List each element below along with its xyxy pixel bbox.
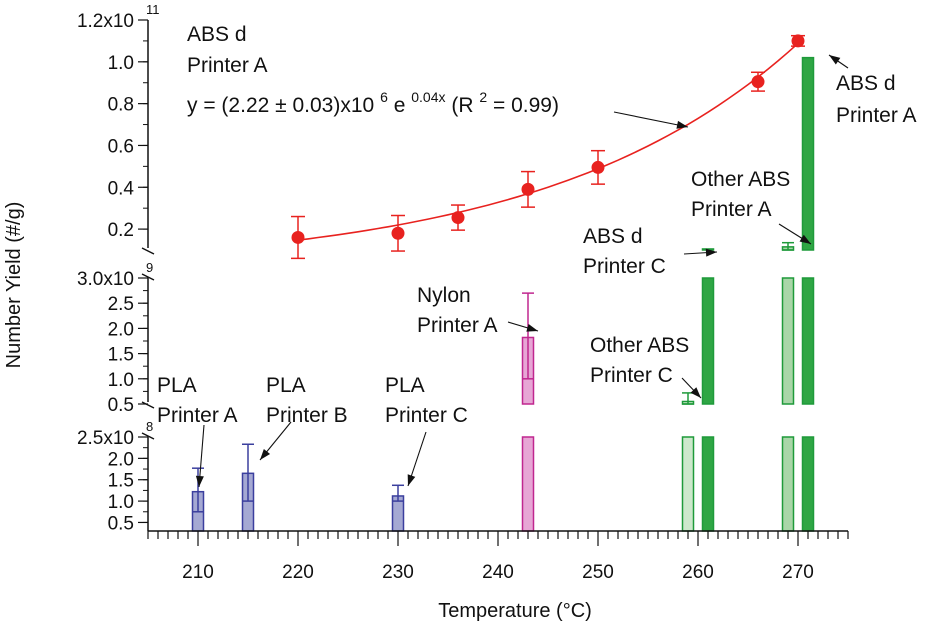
x-tick-label-3: 240 (482, 562, 514, 583)
data-point-1 (391, 226, 405, 240)
y-tick-label-middle-1: 1.0 (108, 370, 134, 391)
y-tick-label-top-2: 0.6 (108, 136, 134, 157)
bar-6-bottom-column (781, 436, 795, 532)
label-pla-b-line2: Printer B (266, 404, 348, 427)
label-nylon-a-line1: Nylon (417, 284, 471, 307)
arrow-pla-c-head (407, 474, 416, 486)
arrow-absd-c-head (705, 248, 717, 257)
data-point-0 (291, 230, 305, 244)
axes-layer: 210 220 230 240 250 260 2700.51.01.52.02.5x108… (77, 2, 849, 583)
x-tick-label-5: 260 (682, 562, 714, 583)
bar-4-bottom-column (681, 436, 695, 532)
y-tick-label-top-4: 1.0 (108, 53, 134, 74)
axis-break-0-b (141, 273, 155, 281)
y-axis-title: Number Yield (#/g) (3, 202, 25, 369)
label-pla-c-line2: Printer C (385, 404, 468, 427)
label-otherabs-c-line1: Other ABS (590, 334, 689, 357)
y-tick-label-bottom-3: 2.0 (108, 449, 134, 470)
x-tick-label-0: 210 (182, 562, 214, 583)
eq-part-4: = 0.99) (493, 94, 559, 117)
bar-7-middle-column (801, 277, 815, 405)
y-tick-label-bottom-2: 1.5 (108, 471, 134, 492)
arrow-pla-a-head (195, 475, 204, 487)
x-tick-label-6: 270 (782, 562, 814, 583)
y-multiplier-middle: 3.0x10 (77, 269, 134, 290)
data-point-4 (591, 160, 605, 174)
bar-5-middle-column (701, 277, 715, 405)
y-multiplier-exp-middle: 9 (146, 260, 153, 275)
bar-5-bottom-column (701, 436, 715, 532)
y-multiplier-exp-top: 11 (146, 2, 160, 17)
eq-exp-2: 0.04x (411, 89, 445, 105)
bar-6-middle-column (781, 277, 795, 405)
arrow-equation-line (613, 111, 689, 128)
eq-exp-1: 6 (380, 89, 388, 105)
arrow-otherabs-a-head (799, 234, 811, 244)
bar-7-bottom-column (801, 436, 815, 532)
arrow-absd-a-head (829, 55, 841, 65)
x-axis-title: Temperature (°C) (438, 600, 592, 622)
label-nylon-a-line2: Printer A (417, 314, 498, 337)
eq-part-3: (R (451, 94, 473, 117)
axis-break-1-b (141, 432, 155, 440)
y-tick-label-bottom-0: 0.5 (108, 513, 134, 534)
x-tick-label-2: 230 (382, 562, 414, 583)
labels-layer (195, 54, 849, 488)
label-absd-c-line1: ABS d (583, 225, 643, 248)
bars-layer (191, 56, 815, 532)
fit-layer (291, 34, 805, 260)
y-multiplier-exp-bottom: 8 (146, 419, 153, 434)
x-tick-label-1: 220 (282, 562, 314, 583)
y-tick-label-middle-4: 2.5 (108, 294, 134, 315)
label-pla-b-line1: PLA (266, 374, 306, 397)
arrow-nylon-a-head (526, 324, 538, 332)
label-absd-a-line1: ABS d (836, 72, 896, 95)
y-tick-label-top-1: 0.4 (108, 178, 135, 199)
axis-break-0-a (141, 247, 155, 255)
y-multiplier-bottom: 2.5x10 (77, 428, 134, 449)
fit-label-line2: Printer A (187, 54, 268, 77)
data-point-2 (451, 211, 465, 225)
label-pla-a-line2: Printer A (157, 404, 238, 427)
y-tick-label-top-3: 0.8 (108, 95, 134, 116)
data-point-6 (791, 34, 805, 48)
y-tick-label-top-0: 0.2 (108, 220, 134, 241)
arrow-equation-head (676, 120, 688, 129)
fit-label-line1: ABS d (187, 23, 247, 46)
label-otherabs-a-line1: Other ABS (691, 168, 790, 191)
y-tick-label-middle-0: 0.5 (108, 395, 134, 416)
fit-equation: y = (2.22 ± 0.03)x10 6 e 0.04x (R 2 = 0.… (187, 84, 559, 117)
axis-break-1-a (141, 401, 155, 409)
eq-part-1: y = (2.22 ± 0.03)x10 (187, 94, 374, 117)
data-point-5 (751, 75, 765, 89)
data-point-3 (521, 182, 535, 196)
y-tick-label-bottom-1: 1.0 (108, 492, 134, 513)
y-multiplier-top: 1.2x10 (77, 11, 134, 32)
label-absd-a-line2: Printer A (836, 104, 917, 127)
y-tick-label-middle-2: 1.5 (108, 345, 134, 366)
arrow-pla-b-head (260, 448, 271, 460)
eq-part-2: e (394, 94, 406, 117)
label-pla-c-line1: PLA (385, 374, 425, 397)
label-absd-c-line2: Printer C (583, 255, 666, 278)
label-otherabs-a-line2: Printer A (691, 198, 772, 221)
fit-curve (297, 42, 799, 241)
label-pla-a-line1: PLA (157, 374, 197, 397)
bar-3-bottom-column (521, 436, 535, 532)
x-tick-label-4: 250 (582, 562, 614, 583)
label-otherabs-c-line2: Printer C (590, 364, 673, 387)
eq-exp-3: 2 (479, 89, 487, 105)
bar-7 (801, 56, 815, 251)
y-tick-label-middle-3: 2.0 (108, 319, 134, 340)
arrow-otherabs-c-head (690, 387, 701, 398)
